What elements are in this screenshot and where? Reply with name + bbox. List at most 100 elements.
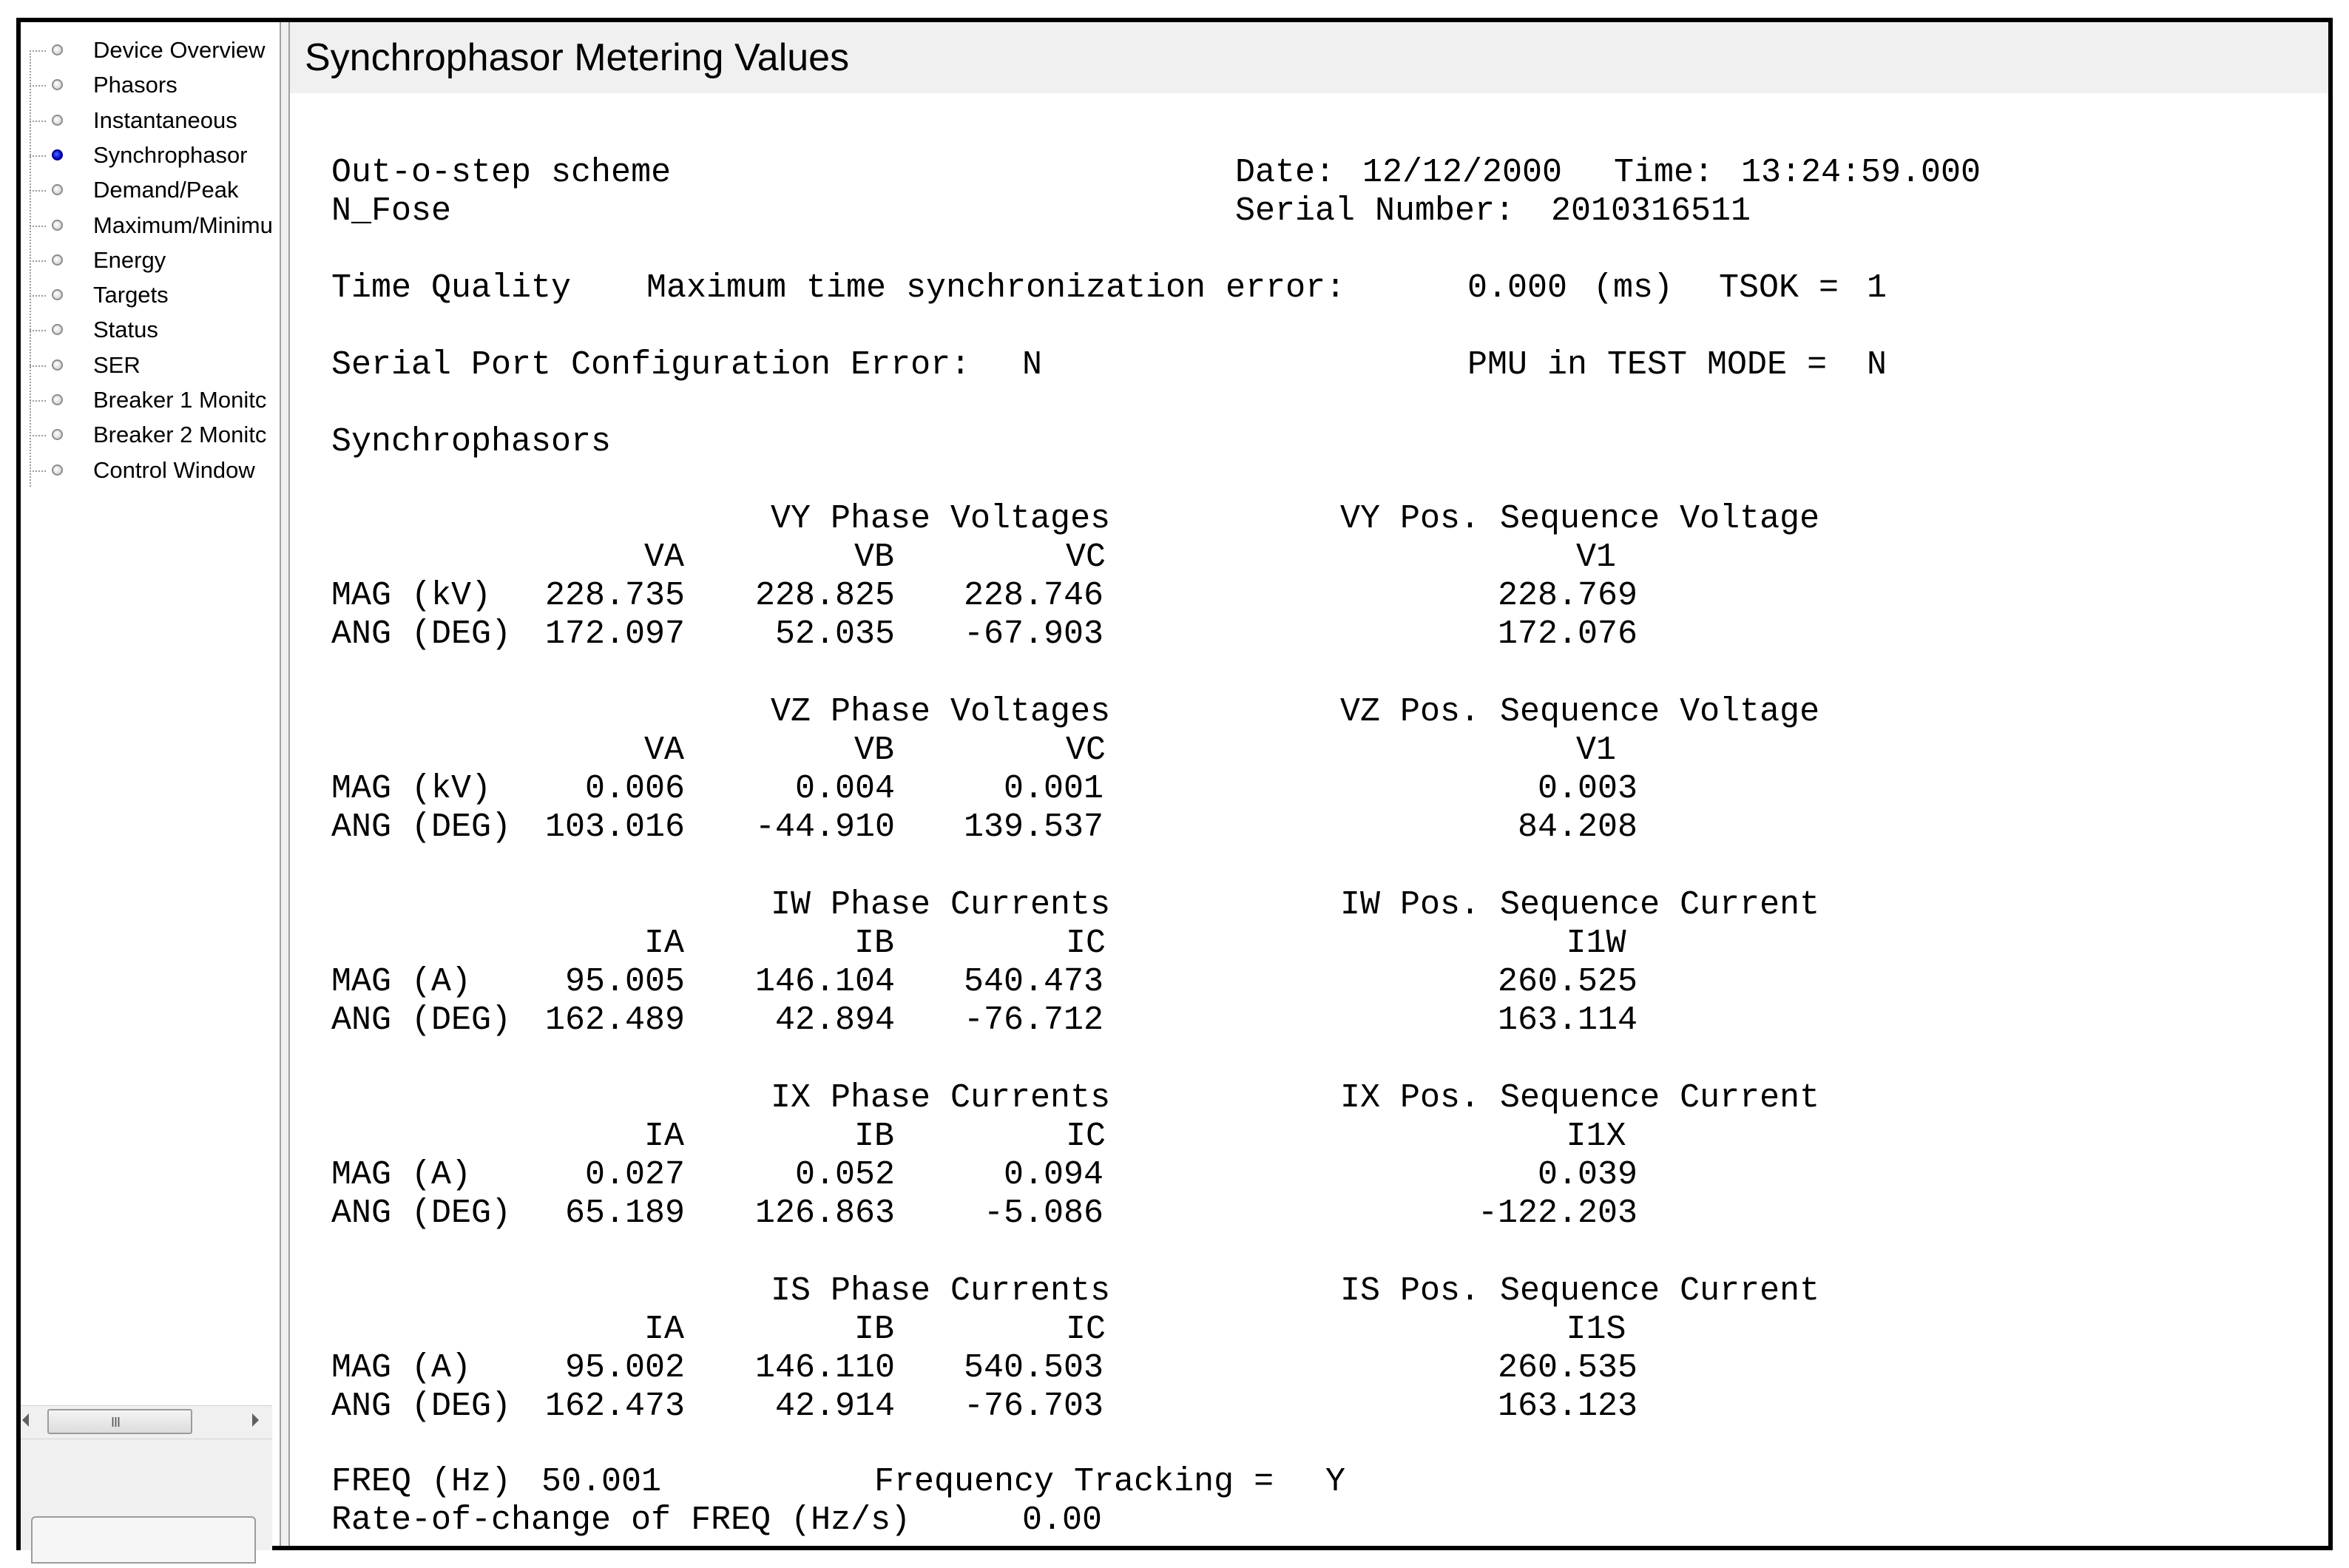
sidebar-item-label: Instantaneous [93, 107, 237, 133]
sidebar-item-device-overview[interactable]: Device Overview [30, 34, 272, 68]
magnitude-row-label: MAG (A) [331, 963, 472, 1001]
sequence-magnitude-value: 260.525 [1497, 963, 1637, 1001]
serial-port-error-label: Serial Port Configuration Error: [331, 346, 971, 384]
magnitude-value: 540.503 [963, 1349, 1103, 1387]
metering-panel: Synchrophasor Metering Values Out-o-step… [290, 22, 2328, 1546]
application-window: Device Overview Phasors Instantaneous Synch… [16, 18, 2333, 1564]
magnitude-row-label: MAG (kV) [331, 577, 492, 615]
sidebar-bottom-panel [21, 1439, 272, 1564]
sidebar-item-breaker-2-monitc[interactable]: Breaker 2 Monitc [30, 419, 272, 453]
tree-branch-line [30, 330, 46, 332]
scroll-right-arrow-icon[interactable] [252, 1413, 259, 1427]
dot-icon [52, 289, 63, 301]
sidebar-item-label: Breaker 1 Monitc [93, 387, 267, 413]
dot-icon [52, 44, 63, 55]
angle-value: -76.712 [963, 1001, 1103, 1039]
tree-branch-line [30, 155, 46, 157]
magnitude-value: 228.746 [963, 577, 1103, 615]
dot-icon [52, 464, 63, 476]
time-value: 13:24:59.000 [1741, 154, 1981, 192]
dot-icon [52, 429, 63, 441]
sequence-angle-value: 163.114 [1497, 1001, 1637, 1039]
sidebar-item-phasors[interactable]: Phasors [30, 69, 272, 103]
sequence-angle-value: -122.203 [1477, 1194, 1637, 1232]
magnitude-value: 540.473 [963, 963, 1103, 1001]
magnitude-value: 0.027 [584, 1156, 685, 1194]
sequence-group-title: VY Pos. Sequence Voltage [1340, 500, 1820, 538]
frequency-tracking-label: Frequency Tracking = [874, 1463, 1274, 1501]
sequence-magnitude-value: 228.769 [1497, 577, 1637, 615]
sidebar-horizontal-scrollbar[interactable]: III [21, 1405, 272, 1439]
magnitude-value: 0.094 [1003, 1156, 1103, 1194]
phase-column-header: VC [1065, 538, 1106, 576]
magnitude-value: 0.006 [584, 770, 685, 808]
angle-row-label: ANG (DEG) [331, 808, 512, 846]
tsok-label: TSOK = [1719, 269, 1839, 307]
time-label: Time: [1614, 154, 1714, 192]
phase-column-header: IB [854, 925, 894, 962]
phase-group-title: VZ Phase Voltages [771, 693, 1111, 731]
dot-icon [52, 394, 63, 405]
dot-icon [52, 114, 63, 126]
scrollbar-thumb[interactable]: III [47, 1409, 192, 1434]
sidebar-item-maximum-minimu[interactable]: Maximum/Minimu [30, 209, 272, 243]
sequence-angle-value: 163.123 [1497, 1388, 1637, 1425]
sidebar-item-label: Phasors [93, 72, 178, 98]
sidebar-item-ser[interactable]: SER [30, 349, 272, 383]
dot-icon [52, 184, 63, 196]
tree-branch-line [30, 120, 46, 122]
sidebar: Device Overview Phasors Instantaneous Synch… [21, 22, 281, 1564]
phase-column-header: IC [1065, 1118, 1106, 1155]
scrollbar-grip: III [111, 1415, 121, 1430]
sidebar-item-status[interactable]: Status [30, 314, 272, 348]
tsok-value: 1 [1867, 269, 1887, 307]
angle-value: 126.863 [754, 1194, 895, 1232]
max-sync-error-label: Maximum time synchronization error: [646, 269, 1346, 307]
time-quality-label: Time Quality [331, 269, 572, 307]
dot-icon [52, 219, 63, 231]
navigation-tree: Device Overview Phasors Instantaneous Synch… [21, 34, 272, 1410]
phase-column-header: VB [854, 731, 894, 769]
sidebar-item-breaker-1-monitc[interactable]: Breaker 1 Monitc [30, 384, 272, 418]
scroll-left-arrow-icon[interactable] [22, 1413, 29, 1427]
magnitude-value: 95.002 [564, 1349, 685, 1387]
dot-icon [52, 359, 63, 371]
sidebar-item-instantaneous[interactable]: Instantaneous [30, 104, 272, 138]
phase-column-header: VB [854, 538, 894, 576]
tree-branch-line [30, 470, 46, 472]
magnitude-value: 146.110 [754, 1349, 895, 1387]
tree-branch-line [30, 85, 46, 87]
phase-column-header: IC [1065, 1311, 1106, 1348]
angle-value: 162.489 [544, 1001, 685, 1039]
dot-icon [52, 79, 63, 91]
magnitude-row-label: MAG (A) [331, 1156, 472, 1194]
sequence-column-header: V1 [1575, 538, 1616, 576]
panel-splitter[interactable] [281, 22, 290, 1546]
phase-column-header: VA [643, 538, 684, 576]
sequence-column-header: I1W [1566, 925, 1626, 962]
angle-row-label: ANG (DEG) [331, 615, 512, 653]
sequence-group-title: IX Pos. Sequence Current [1340, 1079, 1820, 1117]
sidebar-item-synchrophasor[interactable]: Synchrophasor [30, 139, 272, 173]
angle-value: 162.473 [544, 1388, 685, 1425]
tree-connector-line [30, 50, 31, 487]
selected-dot-icon [52, 149, 63, 160]
magnitude-value: 146.104 [754, 963, 895, 1001]
tree-branch-line [30, 50, 46, 52]
max-sync-error-value: 0.000 [1467, 269, 1568, 307]
serial-number-label: Serial Number: [1235, 192, 1515, 230]
tree-branch-line [30, 435, 46, 437]
phase-column-header: IA [643, 1118, 684, 1155]
dot-icon [52, 324, 63, 336]
angle-row-label: ANG (DEG) [331, 1194, 512, 1232]
sidebar-item-demand-peak[interactable]: Demand/Peak [30, 174, 272, 208]
angle-value: 139.537 [963, 808, 1103, 846]
magnitude-value: 228.825 [754, 577, 895, 615]
sidebar-bottom-tab[interactable] [31, 1516, 256, 1564]
sidebar-item-control-window[interactable]: Control Window [30, 454, 272, 488]
angle-value: 52.035 [774, 615, 895, 653]
phase-column-header: VA [643, 731, 684, 769]
sidebar-item-energy[interactable]: Energy [30, 244, 272, 278]
sidebar-item-targets[interactable]: Targets [30, 279, 272, 313]
pmu-test-mode-label: PMU in TEST MODE = [1467, 346, 1828, 384]
